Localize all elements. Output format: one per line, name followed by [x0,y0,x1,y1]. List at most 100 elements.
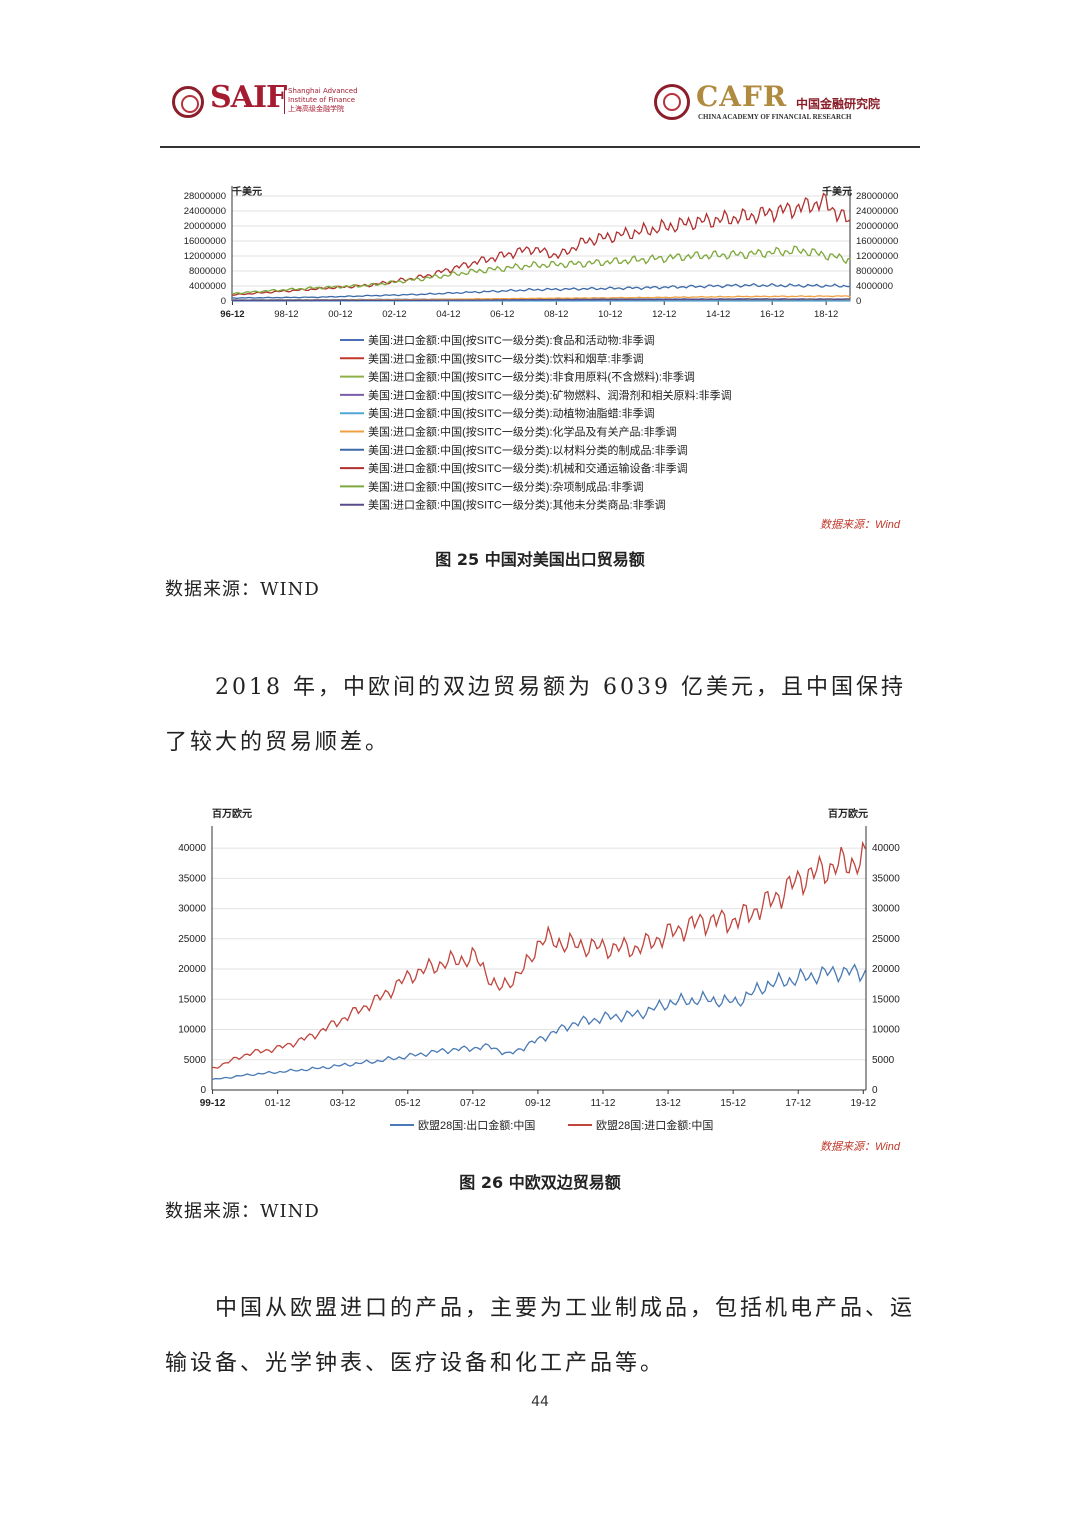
series-line [212,840,867,1069]
y-tick-label-left: 4000000 [189,281,226,292]
saif-wordmark: SAIF [210,80,287,115]
y-tick-label-right: 16000000 [856,236,898,247]
series-line [211,963,867,1081]
y-tick-label-left: 16000000 [184,236,226,247]
y-tick-label-right: 15000 [872,994,900,1005]
x-tick-label: 16-12 [760,309,784,320]
x-tick-label: 14-12 [706,309,730,320]
fig26-source-note: 数据来源：Wind [820,1140,901,1153]
y-tick-label-left: 12000000 [184,251,226,262]
x-tick-label: 09-12 [525,1098,551,1109]
x-tick-label: 06-12 [490,309,514,320]
fig25-chart: 千美元 千美元 0 0 4000000 4000000 8000000 8000000 12… [184,185,901,531]
y-tick-label-left: 8000000 [189,266,226,277]
x-tick-label: 07-12 [460,1098,486,1109]
header: SAIF Shanghai Advanced Institute of Fina… [0,0,1080,150]
fig26-unit-left: 百万欧元 [212,807,252,820]
x-tick-label: 99-12 [200,1098,226,1109]
x-tick-label: 15-12 [720,1098,746,1109]
x-tick-label: 08-12 [544,309,568,320]
y-tick-label-left: 10000 [178,1025,206,1036]
y-tick-label-right: 4000000 [856,281,893,292]
legend-label: 美国:进口金额:中国(按SITC一级分类):机械和交通运输设备:非季调 [368,461,688,475]
y-tick-label-left: 25000 [178,934,206,945]
y-tick-label-right: 28000000 [856,191,898,202]
y-tick-label-left: 0 [221,296,226,307]
x-tick-label: 03-12 [330,1098,356,1109]
y-tick-label-left: 35000 [178,873,206,884]
legend-label: 欧盟28国:出口金额:中国 [418,1118,535,1132]
y-tick-label-right: 5000 [872,1055,895,1066]
x-tick-label: 05-12 [395,1098,421,1109]
header-rule [160,146,920,148]
paragraph-2: 中国从欧盟进口的产品，主要为工业制成品，包括机电产品、运输设备、光学钟表、医疗设… [165,1296,916,1376]
fig25-source-note: 数据来源：Wind [820,518,901,531]
fig26-source-line: 数据来源：WIND [165,1201,320,1222]
y-tick-label-left: 28000000 [184,191,226,202]
x-tick-label: 04-12 [436,309,460,320]
y-tick-label-right: 24000000 [856,206,898,217]
legend-label: 欧盟28国:进口金额:中国 [596,1118,713,1132]
y-tick-label-left: 40000 [178,843,206,854]
legend-label: 美国:进口金额:中国(按SITC一级分类):其他未分类商品:非季调 [368,498,666,512]
saif-subtitle: Shanghai Advanced Institute of Finance 上… [284,87,368,114]
y-tick-label-right: 25000 [872,934,900,945]
y-tick-label-right: 8000000 [856,266,893,277]
x-tick-label: 01-12 [265,1098,291,1109]
legend-label: 美国:进口金额:中国(按SITC一级分类):杂项制成品:非季调 [368,479,644,493]
y-tick-label-left: 20000 [178,964,206,975]
y-tick-label-left: 24000000 [184,206,226,217]
fig25-source-line: 数据来源：WIND [165,579,320,600]
x-tick-label: 11-12 [591,1098,616,1109]
x-tick-label: 19-12 [850,1098,876,1109]
cafr-wordmark: CAFR [696,80,788,113]
y-tick-label-right: 0 [856,296,861,307]
y-tick-label-right: 20000 [872,964,900,975]
legend-label: 美国:进口金额:中国(按SITC一级分类):动植物油脂蜡:非季调 [368,406,655,420]
x-tick-label: 10-12 [598,309,622,320]
x-tick-label: 12-12 [652,309,676,320]
legend-label: 美国:进口金额:中国(按SITC一级分类):非食用原料(不含燃料):非季调 [368,370,695,384]
y-tick-label-right: 10000 [872,1025,900,1036]
y-tick-label-right: 20000000 [856,221,898,232]
fig25-caption: 图 25 中国对美国出口贸易额 [435,550,645,569]
x-tick-label: 96-12 [220,309,244,320]
series-line [231,192,851,296]
x-tick-label: 13-12 [655,1098,681,1109]
y-tick-label-left: 5000 [184,1055,207,1066]
fig26-unit-right: 百万欧元 [828,807,868,820]
legend-label: 美国:进口金额:中国(按SITC一级分类):饮料和烟草:非季调 [368,351,644,365]
y-tick-label-left: 0 [200,1085,206,1096]
y-tick-label-right: 0 [872,1085,878,1096]
saif-sub-line3: 上海高级金融学院 [288,105,344,113]
series-line [231,245,851,295]
x-tick-label: 98-12 [274,309,298,320]
y-tick-label-right: 30000 [872,904,900,915]
x-tick-label: 00-12 [328,309,352,320]
x-tick-label: 18-12 [814,309,838,320]
y-tick-label-left: 20000000 [184,221,226,232]
page-number: 44 [531,1394,549,1410]
legend-label: 美国:进口金额:中国(按SITC一级分类):矿物燃料、润滑剂和相关原料:非季调 [368,388,732,402]
y-tick-label-right: 40000 [872,843,900,854]
fig26-caption: 图 26 中欧双边贸易额 [459,1173,621,1192]
saif-sub-line1: Shanghai Advanced [288,87,358,95]
fig25-unit-left: 千美元 [232,185,262,198]
fig25-unit-right: 千美元 [822,185,852,198]
legend-label: 美国:进口金额:中国(按SITC一级分类):食品和活动物:非季调 [368,333,655,347]
y-tick-label-right: 35000 [872,873,900,884]
legend-label: 美国:进口金额:中国(按SITC一级分类):以材料分类的制成品:非季调 [368,443,688,457]
cafr-en-name: CHINA ACADEMY OF FINANCIAL RESEARCH [698,113,852,121]
paragraph-1: 2018 年，中欧间的双边贸易额为 6039 亿美元，且中国保持了较大的贸易顺差… [165,675,906,755]
saif-sub-line2: Institute of Finance [288,96,356,104]
legend-label: 美国:进口金额:中国(按SITC一级分类):化学品及有关产品:非季调 [368,425,677,439]
series-line [231,282,851,299]
y-tick-label-left: 30000 [178,904,206,915]
x-tick-label: 02-12 [382,309,406,320]
fig26-chart: 百万欧元 百万欧元 0 0 5000 5000 10000 10000 15000 15000… [178,807,901,1153]
y-tick-label-left: 15000 [178,994,206,1005]
cafr-seal-icon [654,84,690,120]
series-line [231,298,851,302]
x-tick-label: 17-12 [785,1098,811,1109]
saif-seal-icon [172,86,204,118]
